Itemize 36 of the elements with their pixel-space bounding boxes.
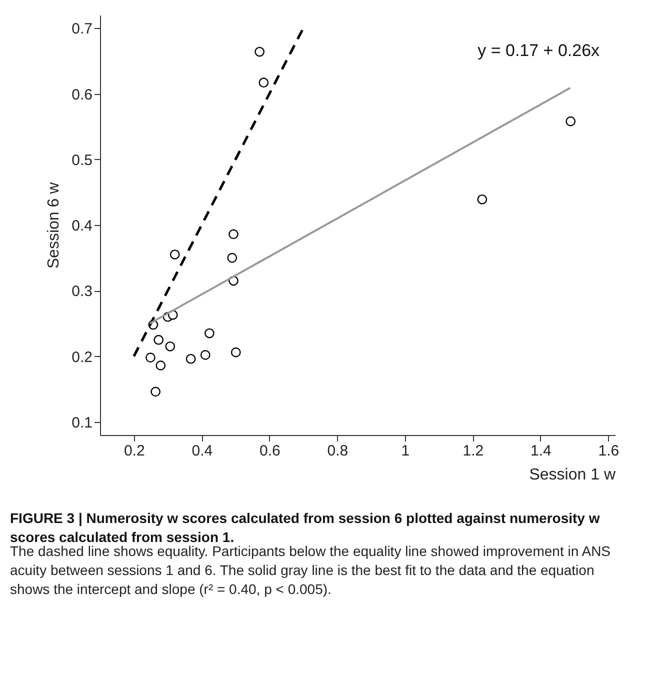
y-tick-label: 0.1 bbox=[72, 414, 92, 432]
x-tick-label: 1.4 bbox=[530, 442, 552, 460]
y-tick-label: 0.6 bbox=[72, 86, 92, 104]
point bbox=[150, 386, 160, 397]
point bbox=[186, 354, 196, 364]
annotation: y = 0.17 + 0.26x bbox=[478, 41, 600, 60]
point bbox=[204, 328, 214, 338]
y-tick-label: 0.4 bbox=[72, 218, 92, 234]
text: FIGURE 3 | Numerosity w scores calculated from session 6 plotted against numerosity w scores calculated from session 1. bbox=[10, 510, 600, 545]
point bbox=[566, 116, 576, 126]
point bbox=[170, 250, 180, 260]
point bbox=[254, 46, 265, 57]
y-tick-label: 0.2 bbox=[72, 348, 92, 366]
text: The dashed line shows equality. Participants below the equality line showed improvement in ANS acuity between sessions 1 and 6. The solid gray line is the best fit to the data and the equation shows the intercept and slope (r² = 0.40, p < 0.005). bbox=[10, 543, 611, 597]
y-tick-label: 0.3 bbox=[72, 283, 92, 300]
x-tick-label: 0.6 bbox=[259, 442, 280, 460]
point bbox=[165, 341, 176, 352]
point bbox=[228, 229, 238, 240]
point bbox=[200, 350, 210, 360]
x-tick-label: 0.4 bbox=[192, 442, 213, 460]
x-tick-label: 0.8 bbox=[327, 442, 348, 460]
x-tick-label: 1.2 bbox=[462, 442, 484, 460]
y-axis-title: Session 6 w bbox=[46, 182, 63, 269]
point bbox=[477, 194, 488, 204]
y-tick-label: 0.5 bbox=[72, 152, 92, 169]
point bbox=[156, 360, 166, 370]
x-tick-label: 1 bbox=[401, 442, 410, 460]
y-tick-label: 0.7 bbox=[72, 20, 92, 38]
point bbox=[146, 352, 156, 362]
point bbox=[230, 347, 241, 358]
x-tick-label: 1.6 bbox=[598, 442, 620, 460]
point bbox=[227, 252, 238, 263]
point bbox=[154, 334, 164, 345]
x-axis-title: Session 1 w bbox=[529, 466, 616, 484]
point bbox=[258, 78, 269, 88]
x-tick-label: 0.2 bbox=[124, 442, 145, 460]
